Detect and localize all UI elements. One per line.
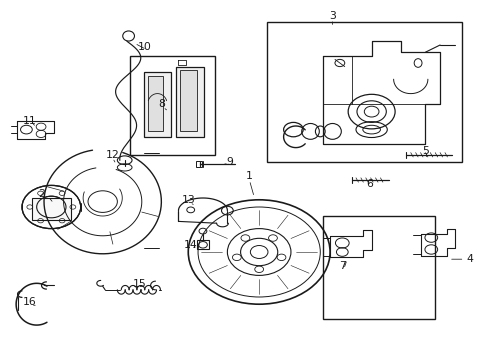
- Text: 15: 15: [132, 279, 146, 289]
- Bar: [129, 56, 215, 155]
- Bar: [180, 70, 197, 131]
- Text: 12: 12: [105, 150, 119, 160]
- Text: 13: 13: [181, 195, 195, 205]
- Bar: [322, 216, 434, 319]
- Text: 1: 1: [245, 171, 252, 181]
- Text: 14: 14: [183, 240, 197, 250]
- Text: 8: 8: [158, 99, 164, 109]
- Text: 7: 7: [338, 261, 345, 271]
- Bar: [176, 67, 204, 137]
- Bar: [32, 198, 71, 220]
- Bar: [197, 240, 209, 249]
- Text: 9: 9: [226, 157, 233, 167]
- Text: 10: 10: [137, 42, 151, 52]
- Text: 6: 6: [365, 179, 372, 189]
- Text: 3: 3: [328, 11, 335, 21]
- Bar: [195, 161, 202, 167]
- Text: 4: 4: [465, 254, 472, 264]
- Bar: [266, 22, 461, 162]
- Text: 16: 16: [22, 297, 36, 307]
- Text: 11: 11: [22, 116, 36, 126]
- Bar: [147, 76, 163, 131]
- Bar: [144, 72, 171, 137]
- Text: 5: 5: [421, 146, 428, 156]
- Text: 2: 2: [38, 189, 45, 199]
